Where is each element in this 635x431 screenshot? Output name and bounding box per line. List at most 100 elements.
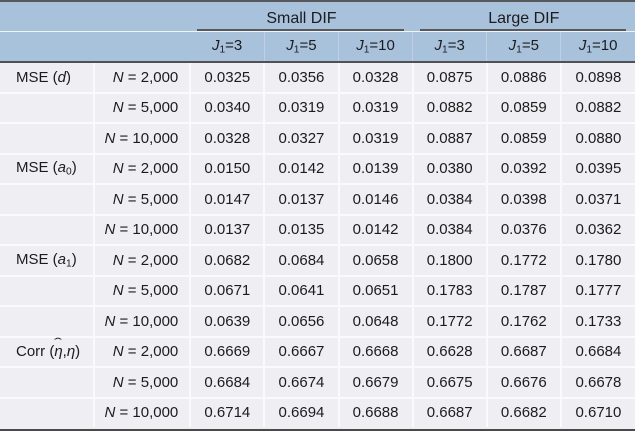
label-part: a <box>57 250 67 268</box>
label-part: , <box>62 343 67 361</box>
value-cell: 0.0328 <box>337 62 413 94</box>
table-row: N = 5,000 0.0340 0.0319 0.0319 0.0882 0.0859 0… <box>0 92 635 124</box>
label-part: = 10,000 <box>115 404 179 422</box>
label-part: ) <box>71 159 77 177</box>
column-header-j1: J1=10 <box>337 31 413 63</box>
label-part: = 5,000 <box>123 190 179 208</box>
value-cell: 0.0886 <box>485 62 561 94</box>
label-part: 1 <box>219 44 226 56</box>
label-part: N <box>104 312 116 330</box>
sample-size-label: N = 5,000 <box>93 275 191 307</box>
value-cell: 0.6682 <box>485 397 561 427</box>
table-row: N = 10,000 0.6714 0.6694 0.6688 0.6687 0.6682… <box>0 397 635 427</box>
label-part: N <box>104 129 116 147</box>
value-cell: 0.0641 <box>263 275 339 307</box>
label-part: J <box>578 37 587 55</box>
value-cell: 0.1772 <box>485 244 561 277</box>
value-cell: 0.6684 <box>189 367 265 399</box>
table-row: N = 10,000 0.0328 0.0327 0.0319 0.0887 0.0859… <box>0 123 635 155</box>
label-part: η <box>54 343 62 360</box>
value-cell: 0.0142 <box>337 214 413 246</box>
value-cell: 0.0887 <box>411 123 487 155</box>
value-cell: 0.0859 <box>485 92 561 124</box>
value-cell: 0.0384 <box>411 184 487 216</box>
spanner-small-dif-label: Small DIF <box>266 10 337 27</box>
spanner-small-dif: Small DIF <box>190 2 413 32</box>
metric-label <box>0 123 95 155</box>
label-part: = 2,000 <box>123 68 179 86</box>
metric-label: MSE (d) <box>0 62 95 94</box>
value-cell: 0.6687 <box>411 397 487 427</box>
table-row: Corr (η,η)N = 2,0000.66690.66670.66680.6… <box>0 336 635 368</box>
table-row: N = 5,000 0.0147 0.0137 0.0146 0.0384 0.0398 0… <box>0 184 635 216</box>
label-part: MSE ( <box>16 68 58 86</box>
value-cell: 0.0371 <box>559 184 635 216</box>
value-cell: 0.0380 <box>411 153 487 185</box>
value-cell: 0.6676 <box>485 367 561 399</box>
label-part: N <box>112 373 124 391</box>
label-part: MSE ( <box>16 159 58 177</box>
value-cell: 0.6684 <box>559 336 635 368</box>
value-cell: 0.0880 <box>559 123 635 155</box>
table-row: MSE (d) N = 2,000 0.0325 0.0356 0.0328 0.0875… <box>0 62 635 94</box>
label-part: =5 <box>299 37 317 55</box>
table-row: N = 5,000 0.0671 0.0641 0.0651 0.1783 0.1787 0… <box>0 275 635 307</box>
label-part: 1 <box>442 44 448 56</box>
label-part: = 2,000 <box>123 343 179 361</box>
value-cell: 0.1780 <box>559 244 635 277</box>
value-cell: 0.0875 <box>411 62 487 94</box>
value-cell: 0.0651 <box>337 275 413 307</box>
label-part: J <box>286 37 294 55</box>
value-cell: 0.0656 <box>263 306 339 338</box>
sample-size-label: N = 2,000 <box>93 244 191 277</box>
spanner-rule <box>197 28 404 31</box>
label-part: = 2,000 <box>123 251 179 269</box>
label-part: = 5,000 <box>123 282 179 300</box>
value-cell: 0.1733 <box>559 306 635 338</box>
label-part: N <box>112 68 124 86</box>
label-part: =10 <box>592 37 618 55</box>
value-cell: 0.6628 <box>411 336 487 368</box>
metric-label <box>0 306 95 338</box>
metric-label: MSE (a1) <box>0 244 95 277</box>
stub-blank <box>0 2 191 32</box>
value-cell: 0.0682 <box>189 244 265 277</box>
label-part: d <box>57 68 67 86</box>
label-part: Corr ( <box>16 343 55 361</box>
spanner-large-dif-label: Large DIF <box>488 10 560 27</box>
value-cell: 0.0327 <box>263 123 339 155</box>
value-cell: 0.0684 <box>263 244 339 277</box>
value-cell: 0.6687 <box>485 336 561 368</box>
value-cell: 0.0319 <box>263 92 339 124</box>
value-cell: 0.1762 <box>485 306 561 338</box>
metric-label <box>0 275 95 307</box>
label-part: 1 <box>363 44 370 56</box>
label-part: =5 <box>521 37 539 55</box>
label-part: N <box>112 160 124 178</box>
label-part: MSE ( <box>16 250 58 268</box>
value-cell: 0.6710 <box>559 397 635 427</box>
value-cell: 0.0384 <box>411 214 487 246</box>
sample-size-label: N = 5,000 <box>93 184 191 216</box>
spanner-large-dif: Large DIF <box>412 2 635 32</box>
label-part: J <box>508 37 517 55</box>
value-cell: 0.6675 <box>411 367 487 399</box>
value-cell: 0.0150 <box>189 153 265 185</box>
sample-size-label: N = 10,000 <box>93 306 191 338</box>
sample-size-label: N = 10,000 <box>93 397 191 427</box>
sample-size-label: N = 2,000 <box>93 336 191 368</box>
label-part: = 5,000 <box>123 99 179 117</box>
metric-label <box>0 214 95 246</box>
label-part: = 10,000 <box>115 312 179 330</box>
column-header-j1: J1=5 <box>263 31 339 63</box>
label-part: J <box>434 37 443 55</box>
sample-size-label: N = 5,000 <box>93 92 191 124</box>
table-header: Small DIF Large DIF J1=3 J1=5 J1=10 J1=3 J1=… <box>0 2 635 63</box>
value-cell: 0.1772 <box>411 306 487 338</box>
value-cell: 0.0328 <box>189 123 265 155</box>
value-cell: 0.6674 <box>263 367 339 399</box>
sample-size-label: N = 10,000 <box>93 214 191 246</box>
column-header-j1: J1=3 <box>412 31 487 63</box>
label-part: N <box>112 251 124 269</box>
